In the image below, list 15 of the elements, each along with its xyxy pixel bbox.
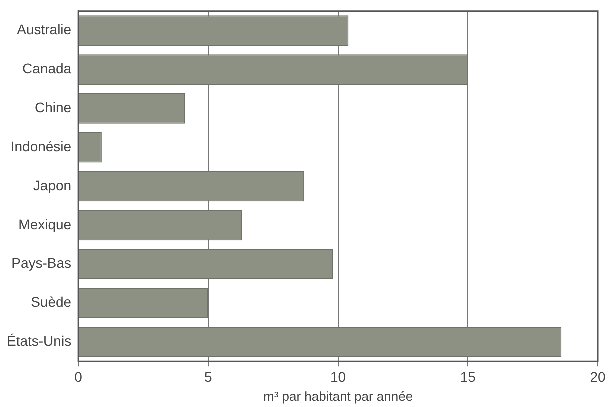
y-tick-label: Suède [31, 294, 72, 310]
y-tick-label: Japon [33, 177, 72, 194]
x-tick-label: 15 [460, 368, 476, 385]
y-tick-label: Indonésie [10, 138, 72, 154]
x-tick-label: 5 [204, 368, 213, 385]
y-tick-label: Chine [34, 100, 72, 116]
x-tick-label: 10 [330, 368, 346, 385]
x-tick-label: 0 [74, 368, 83, 385]
y-tick-label: États-Unis [6, 333, 72, 350]
x-tick-label: 20 [590, 368, 606, 385]
y-tick-label: Canada [22, 60, 72, 77]
y-tick-label: Mexique [18, 216, 72, 232]
y-tick-label: Australie [17, 22, 72, 38]
y-tick-label: Pays-Bas [12, 255, 72, 272]
x-axis-title: m³ par habitant par année [263, 388, 414, 404]
